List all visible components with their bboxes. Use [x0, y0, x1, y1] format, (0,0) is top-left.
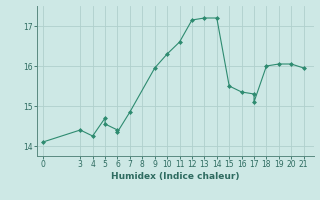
X-axis label: Humidex (Indice chaleur): Humidex (Indice chaleur)	[111, 172, 239, 181]
